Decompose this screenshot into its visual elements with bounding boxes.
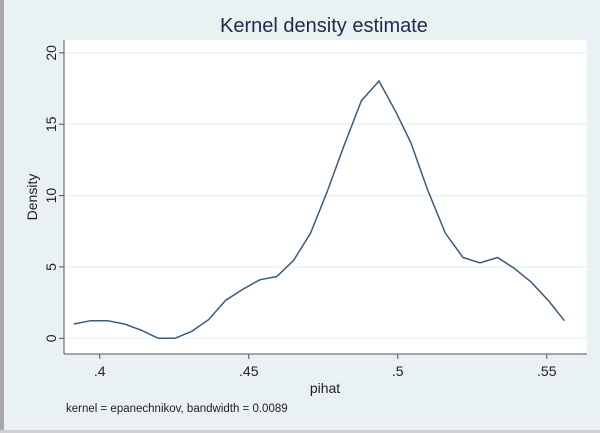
y-tick-label: 5 <box>43 263 59 271</box>
axes <box>63 40 587 355</box>
y-tick-label: 10 <box>43 188 59 204</box>
chart-title: Kernel density estimate <box>220 15 428 37</box>
x-tick-label: .4 <box>94 363 106 379</box>
y-tick-label: 0 <box>43 334 59 342</box>
window-edge-bottom <box>0 430 600 433</box>
y-tick-label: 15 <box>43 116 59 132</box>
window-edge <box>0 0 4 433</box>
x-tick-label: .5 <box>392 363 404 379</box>
ticks: 0 5 10 15 20 .4 .45 .5 .55 <box>43 45 557 379</box>
y-tick-label: 20 <box>43 45 59 61</box>
x-tick-label: .45 <box>239 363 259 379</box>
density-line <box>73 79 565 340</box>
kernel-note: kernel = epanechnikov, bandwidth = 0.008… <box>66 403 288 415</box>
x-tick-label: .55 <box>537 363 557 379</box>
x-axis-label: pihat <box>310 380 340 396</box>
y-axis-label: Density <box>24 174 40 221</box>
